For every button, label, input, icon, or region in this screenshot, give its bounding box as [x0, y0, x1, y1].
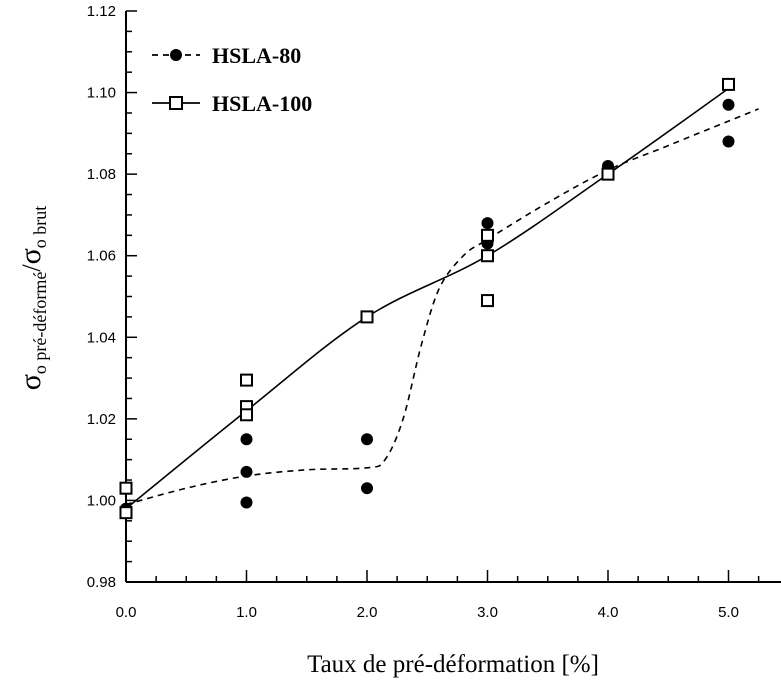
- data-point-hsla-80: [481, 217, 494, 230]
- data-point-hsla-100: [240, 408, 253, 422]
- y-tick-label: 1.00: [87, 492, 116, 509]
- data-point-hsla-100: [601, 167, 615, 181]
- y-axis-title-subscript-2: o brut: [30, 206, 50, 249]
- x-tick-label: 3.0: [477, 604, 498, 621]
- data-point-hsla-100: [481, 228, 494, 242]
- data-point-hsla-100: [119, 481, 133, 495]
- data-point-hsla-80: [722, 135, 735, 148]
- data-point-hsla-80: [361, 482, 373, 495]
- y-tick-label: 1.12: [87, 3, 116, 20]
- legend-label-hsla-80: HSLA-80: [212, 43, 301, 68]
- plot-area: 0.98 1.00 1.02 1.04 1.06 1.08 1.10 1.12 0.0 1.0 2…: [87, 3, 781, 621]
- data-point-hsla-80: [361, 433, 373, 446]
- trend-line-hsla-80: [125, 108, 759, 506]
- y-tick-label: 1.06: [87, 248, 116, 265]
- legend-label-hsla-100: HSLA-100: [212, 91, 312, 116]
- data-markers: [119, 77, 735, 520]
- data-point-hsla-100: [481, 294, 494, 308]
- y-axis-title: σo pré-déformé/σo brut: [14, 206, 50, 391]
- data-point-hsla-100: [240, 373, 253, 387]
- y-axis-ticks: 0.98 1.00 1.02 1.04 1.06 1.08 1.10 1.12: [87, 3, 137, 591]
- data-point-hsla-80: [240, 496, 253, 509]
- x-axis-ticks: 0.0 1.0 2.0 3.0 4.0 5.0: [116, 570, 760, 621]
- legend-marker-hsla-100: [169, 96, 183, 110]
- x-tick-label: 2.0: [357, 604, 378, 621]
- y-axis-title-sigma-2: σ: [14, 248, 47, 264]
- y-tick-label: 1.08: [87, 166, 116, 183]
- data-point-hsla-80: [722, 98, 735, 111]
- x-tick-label: 1.0: [236, 604, 257, 621]
- data-point-hsla-80: [240, 433, 253, 446]
- data-point-hsla-100: [119, 506, 133, 520]
- y-tick-label: 1.10: [87, 85, 116, 102]
- x-tick-label: 0.0: [116, 604, 137, 621]
- legend-marker-hsla-80: [170, 49, 182, 61]
- data-point-hsla-100: [481, 249, 494, 263]
- data-point-hsla-100: [360, 310, 374, 324]
- x-tick-label: 5.0: [718, 604, 739, 621]
- x-axis-title: Taux de pré-déformation [%]: [307, 651, 599, 678]
- y-axis-title-subscript-1: o pré-déformé: [30, 272, 50, 374]
- y-axis-title-slash: /: [17, 264, 46, 272]
- data-point-hsla-80: [240, 465, 253, 478]
- y-axis-title-sigma-1: σ: [14, 374, 47, 390]
- y-tick-label: 1.02: [87, 411, 116, 428]
- data-point-hsla-100: [722, 77, 735, 91]
- x-tick-label: 4.0: [598, 604, 619, 621]
- y-tick-label: 0.98: [87, 574, 116, 591]
- y-tick-label: 1.04: [87, 329, 116, 346]
- trend-line-hsla-100: [125, 87, 729, 510]
- legend: HSLA-80 HSLA-100: [152, 43, 312, 116]
- trend-lines: [125, 87, 759, 510]
